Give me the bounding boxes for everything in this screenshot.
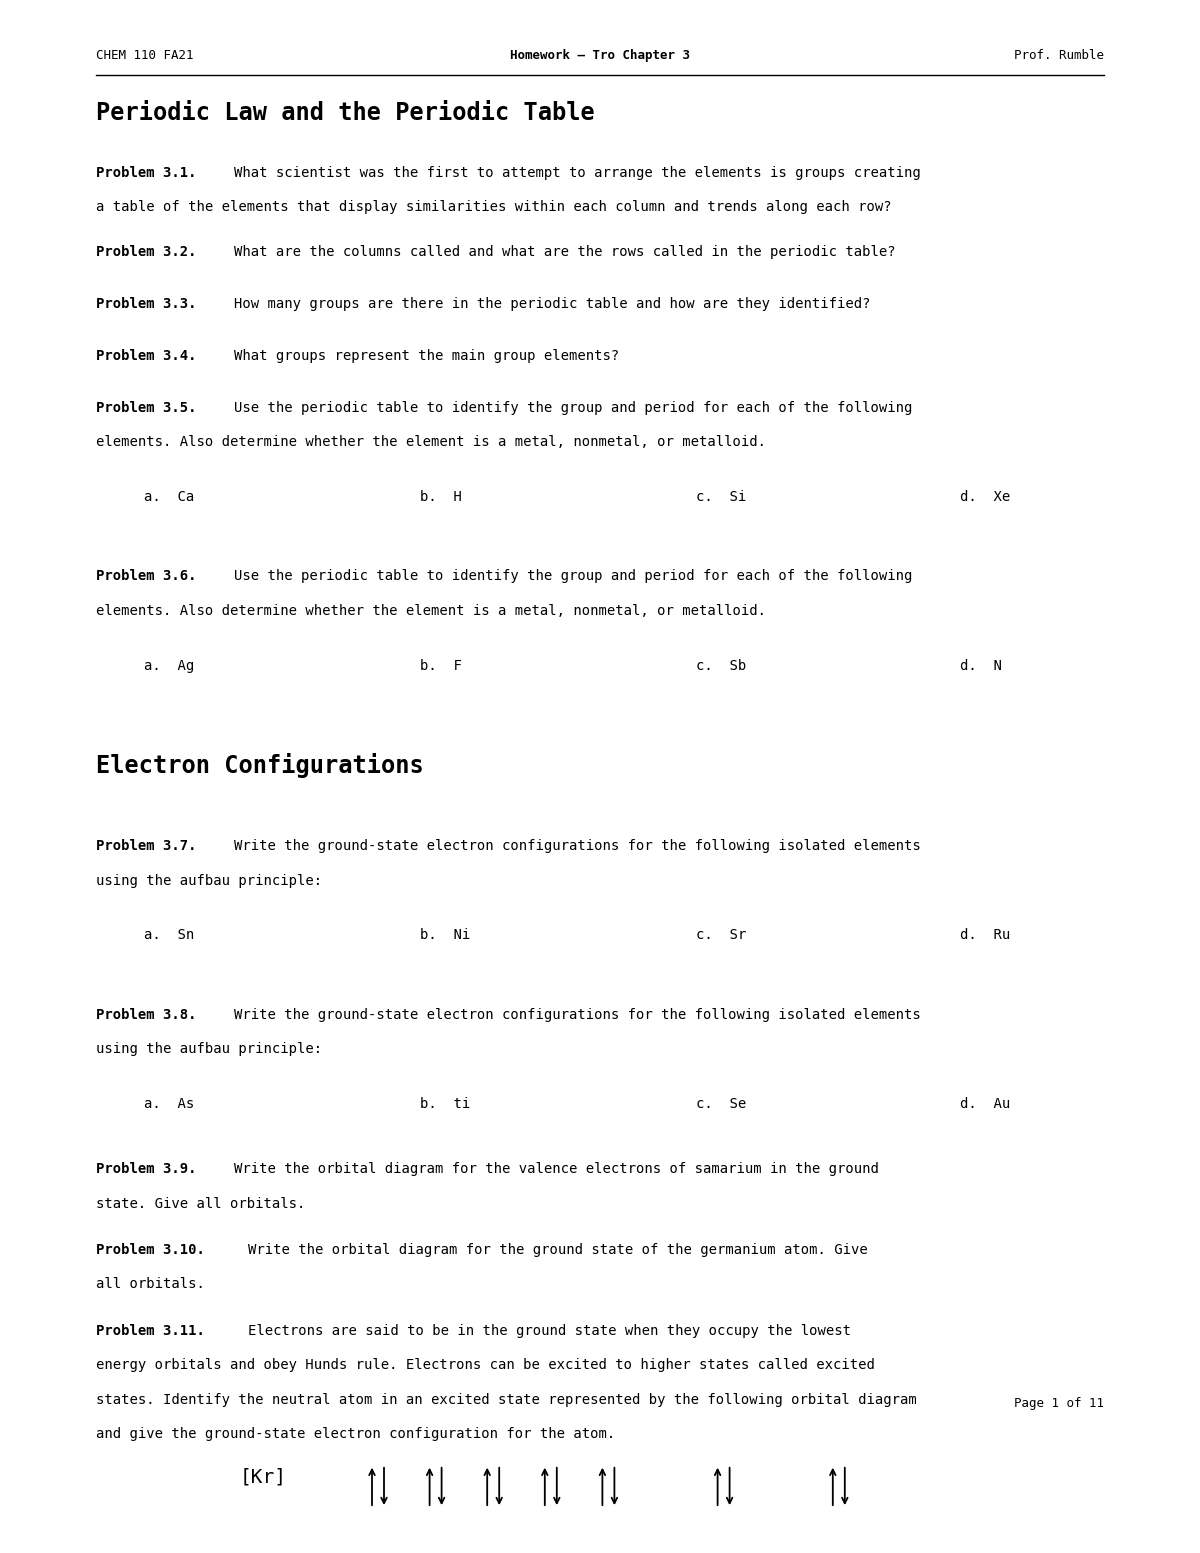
Text: Write the orbital diagram for the ground state of the germanium atom. Give: Write the orbital diagram for the ground… — [248, 1242, 868, 1256]
Text: Problem 3.4.: Problem 3.4. — [96, 349, 197, 363]
Text: What are the columns called and what are the rows called in the periodic table?: What are the columns called and what are… — [234, 245, 895, 259]
Text: Prof. Rumble: Prof. Rumble — [1014, 50, 1104, 62]
Text: a.  Sn: a. Sn — [144, 929, 194, 943]
Text: [Kr]: [Kr] — [240, 1468, 287, 1486]
Text: using the aufbau principle:: using the aufbau principle: — [96, 1042, 322, 1056]
Text: Problem 3.9.: Problem 3.9. — [96, 1162, 197, 1176]
Text: Problem 3.2.: Problem 3.2. — [96, 245, 197, 259]
Text: Page 1 of 11: Page 1 of 11 — [1014, 1398, 1104, 1410]
Text: a.  Ca: a. Ca — [144, 491, 194, 505]
Text: Use the periodic table to identify the group and period for each of the followin: Use the periodic table to identify the g… — [234, 570, 912, 584]
Text: Problem 3.11.: Problem 3.11. — [96, 1323, 205, 1337]
Text: Use the periodic table to identify the group and period for each of the followin: Use the periodic table to identify the g… — [234, 401, 912, 415]
Text: states. Identify the neutral atom in an excited state represented by the followi: states. Identify the neutral atom in an … — [96, 1393, 917, 1407]
Text: Write the ground-state electron configurations for the following isolated elemen: Write the ground-state electron configur… — [234, 1008, 920, 1022]
Text: a table of the elements that display similarities within each column and trends : a table of the elements that display sim… — [96, 200, 892, 214]
Text: How many groups are there in the periodic table and how are they identified?: How many groups are there in the periodi… — [234, 297, 870, 311]
Text: Problem 3.10.: Problem 3.10. — [96, 1242, 205, 1256]
Text: a.  As: a. As — [144, 1096, 194, 1110]
Text: Write the orbital diagram for the valence electrons of samarium in the ground: Write the orbital diagram for the valenc… — [234, 1162, 878, 1176]
Text: Write the ground-state electron configurations for the following isolated elemen: Write the ground-state electron configur… — [234, 839, 920, 853]
Text: b.  Ni: b. Ni — [420, 929, 470, 943]
Text: all orbitals.: all orbitals. — [96, 1278, 205, 1292]
Text: Problem 3.1.: Problem 3.1. — [96, 166, 197, 180]
Text: and give the ground-state electron configuration for the atom.: and give the ground-state electron confi… — [96, 1427, 616, 1441]
Text: elements. Also determine whether the element is a metal, nonmetal, or metalloid.: elements. Also determine whether the ele… — [96, 604, 766, 618]
Text: Problem 3.3.: Problem 3.3. — [96, 297, 197, 311]
Text: a.  Ag: a. Ag — [144, 658, 194, 672]
Text: d.  Xe: d. Xe — [960, 491, 1010, 505]
Text: b.  H: b. H — [420, 491, 462, 505]
Text: CHEM 110 FA21: CHEM 110 FA21 — [96, 50, 193, 62]
Text: What scientist was the first to attempt to arrange the elements is groups creati: What scientist was the first to attempt … — [234, 166, 920, 180]
Text: state. Give all orbitals.: state. Give all orbitals. — [96, 1197, 305, 1211]
Text: Problem 3.7.: Problem 3.7. — [96, 839, 197, 853]
Text: Periodic Law and the Periodic Table: Periodic Law and the Periodic Table — [96, 101, 595, 124]
Text: Electron Configurations: Electron Configurations — [96, 753, 424, 778]
Text: c.  Sb: c. Sb — [696, 658, 746, 672]
Text: c.  Si: c. Si — [696, 491, 746, 505]
Text: elements. Also determine whether the element is a metal, nonmetal, or metalloid.: elements. Also determine whether the ele… — [96, 435, 766, 449]
Text: Electrons are said to be in the ground state when they occupy the lowest: Electrons are said to be in the ground s… — [248, 1323, 852, 1337]
Text: c.  Se: c. Se — [696, 1096, 746, 1110]
Text: What groups represent the main group elements?: What groups represent the main group ele… — [234, 349, 619, 363]
Text: Problem 3.5.: Problem 3.5. — [96, 401, 197, 415]
Text: d.  N: d. N — [960, 658, 1002, 672]
Text: b.  ti: b. ti — [420, 1096, 470, 1110]
Text: using the aufbau principle:: using the aufbau principle: — [96, 874, 322, 888]
Text: b.  F: b. F — [420, 658, 462, 672]
Text: d.  Ru: d. Ru — [960, 929, 1010, 943]
Text: energy orbitals and obey Hunds rule. Electrons can be excited to higher states c: energy orbitals and obey Hunds rule. Ele… — [96, 1359, 875, 1373]
Text: Problem 3.6.: Problem 3.6. — [96, 570, 197, 584]
Text: d.  Au: d. Au — [960, 1096, 1010, 1110]
Text: Homework – Tro Chapter 3: Homework – Tro Chapter 3 — [510, 50, 690, 62]
Text: Problem 3.8.: Problem 3.8. — [96, 1008, 197, 1022]
Text: c.  Sr: c. Sr — [696, 929, 746, 943]
